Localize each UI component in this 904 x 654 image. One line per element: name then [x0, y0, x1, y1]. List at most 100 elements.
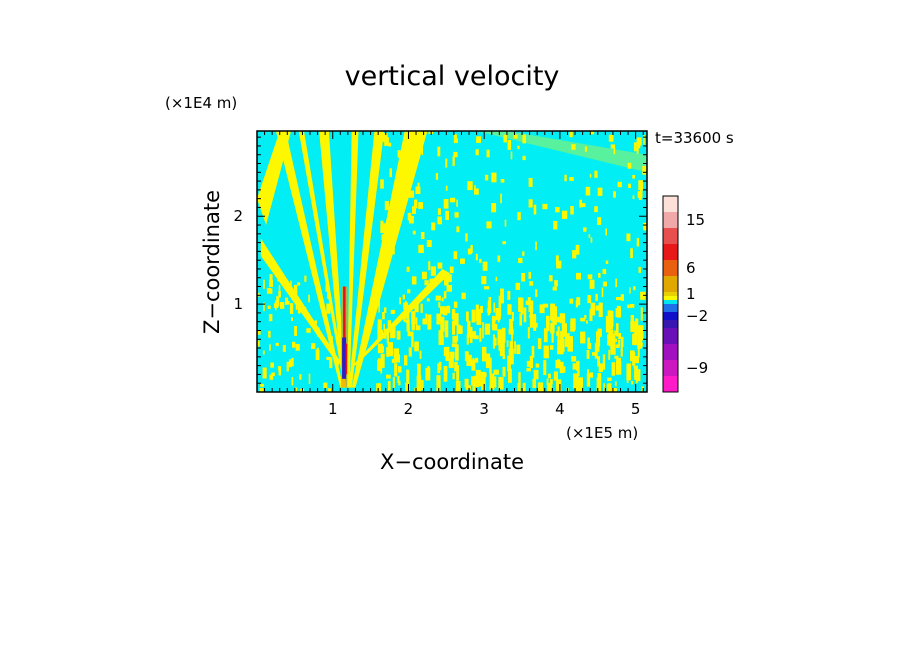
positive-speckle [328, 336, 333, 343]
positive-speckle [611, 388, 617, 392]
positive-speckle [550, 303, 556, 321]
positive-speckle [532, 378, 536, 388]
positive-speckle [552, 286, 557, 291]
positive-speckle [559, 361, 564, 374]
positive-speckle [471, 309, 476, 323]
positive-speckle [633, 352, 636, 369]
positive-speckle [471, 359, 476, 371]
positive-speckle [326, 303, 331, 314]
positive-speckle [521, 273, 526, 282]
positive-speckle [448, 274, 452, 282]
plume-downdraft [342, 337, 347, 379]
positive-speckle [436, 375, 441, 392]
positive-speckle [263, 302, 265, 312]
positive-speckle [408, 347, 412, 357]
positive-speckle [377, 324, 382, 340]
positive-speckle [522, 155, 526, 161]
positive-speckle [386, 331, 389, 344]
positive-speckle [613, 147, 616, 155]
positive-speckle [295, 301, 298, 310]
positive-speckle [404, 355, 408, 366]
positive-speckle [551, 326, 554, 343]
positive-speckle [570, 206, 574, 215]
positive-speckle [380, 366, 383, 374]
positive-speckle [562, 210, 568, 219]
positive-speckle [304, 275, 307, 282]
positive-speckle [418, 244, 424, 253]
positive-speckle [493, 369, 499, 375]
positive-speckle [408, 190, 415, 198]
positive-speckle [464, 378, 469, 388]
positive-speckle [427, 314, 432, 330]
positive-speckle [278, 290, 281, 298]
x-tick-label: 4 [555, 400, 565, 418]
positive-speckle [452, 372, 455, 380]
positive-speckle [475, 357, 479, 363]
positive-speckle [294, 326, 297, 336]
positive-speckle [486, 221, 492, 229]
positive-speckle [617, 181, 622, 188]
positive-speckle [533, 315, 537, 331]
positive-speckle [564, 174, 567, 182]
positive-speckle [620, 336, 624, 347]
positive-speckle [475, 149, 479, 156]
positive-speckle [546, 378, 549, 385]
positive-speckle [479, 258, 482, 263]
positive-speckle [452, 156, 455, 166]
positive-speckle [386, 374, 391, 379]
positive-speckle [507, 355, 511, 372]
positive-speckle [478, 377, 483, 387]
x-tick-label: 2 [404, 400, 414, 418]
positive-speckle [602, 354, 606, 370]
positive-speckle [376, 152, 381, 156]
positive-speckle [466, 311, 469, 322]
colorbar-level [663, 276, 678, 292]
positive-speckle [323, 382, 328, 389]
positive-speckle [388, 142, 392, 147]
positive-speckle [525, 300, 529, 305]
positive-speckle [509, 341, 513, 356]
positive-speckle [548, 373, 551, 379]
positive-speckle [564, 333, 570, 347]
positive-speckle [270, 288, 273, 294]
positive-speckle [398, 380, 401, 386]
colorbar-label: −2 [686, 307, 708, 325]
positive-speckle [437, 146, 441, 157]
positive-band [351, 131, 428, 388]
positive-speckle [420, 232, 425, 239]
positive-speckle [417, 146, 423, 151]
positive-speckle [403, 305, 410, 319]
positive-speckle [454, 138, 458, 144]
positive-speckle [445, 210, 449, 220]
positive-speckle [443, 291, 447, 299]
positive-speckle [417, 182, 420, 191]
positive-speckle [526, 360, 532, 367]
positive-speckle [406, 369, 410, 383]
positive-speckle [316, 327, 320, 337]
positive-speckle [446, 285, 452, 292]
positive-speckle [460, 258, 465, 264]
positive-speckle [529, 281, 534, 286]
positive-speckle [528, 271, 532, 279]
positive-speckle [585, 186, 591, 196]
positive-speckle [270, 362, 274, 368]
positive-speckle [643, 222, 647, 230]
positive-speckle [484, 323, 491, 335]
positive-speckle [522, 382, 526, 392]
positive-band [260, 238, 341, 366]
positive-speckle [642, 165, 647, 175]
positive-speckle [475, 253, 478, 261]
positive-speckle [495, 276, 498, 281]
positive-speckle [614, 330, 616, 335]
positive-speckle [620, 345, 623, 357]
positive-speckle [519, 313, 522, 326]
x-axis-label: X−coordinate [380, 450, 524, 474]
positive-speckle [572, 363, 578, 370]
positive-speckle [482, 322, 484, 339]
positive-speckle [443, 199, 449, 209]
y-scale-label: (×1E4 m) [165, 94, 237, 112]
positive-speckle [594, 206, 598, 213]
positive-speckle [464, 351, 469, 361]
positive-speckle [520, 297, 524, 315]
positive-speckle [613, 191, 616, 198]
